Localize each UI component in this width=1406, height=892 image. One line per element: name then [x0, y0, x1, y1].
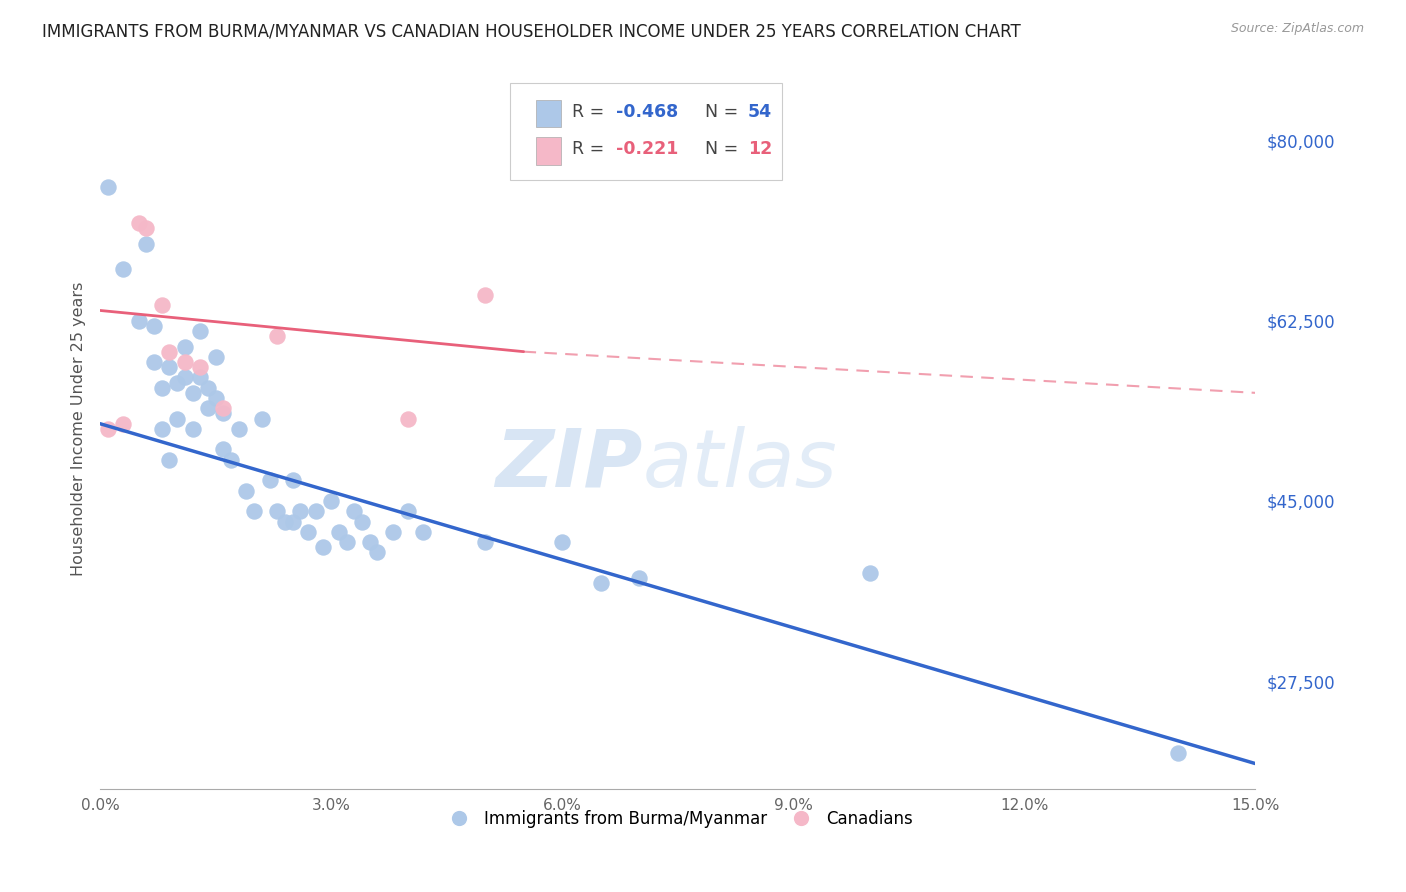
Point — [259, 474, 281, 488]
Point — [212, 442, 235, 457]
Point — [188, 324, 211, 338]
Point — [204, 391, 226, 405]
Point — [589, 576, 612, 591]
Point — [396, 504, 419, 518]
Point — [274, 515, 297, 529]
Point — [188, 360, 211, 375]
Point — [328, 524, 350, 539]
Point — [250, 411, 273, 425]
Point — [235, 483, 257, 498]
Point — [135, 221, 157, 235]
Point — [204, 350, 226, 364]
Point — [281, 515, 304, 529]
Y-axis label: Householder Income Under 25 years: Householder Income Under 25 years — [72, 282, 86, 576]
Point — [219, 452, 242, 467]
Point — [1167, 746, 1189, 760]
Point — [297, 524, 319, 539]
Point — [135, 236, 157, 251]
Point — [474, 535, 496, 549]
Point — [319, 494, 342, 508]
Point — [150, 381, 173, 395]
Text: -0.468: -0.468 — [616, 103, 679, 120]
Point — [150, 298, 173, 312]
Point — [197, 401, 219, 416]
Point — [359, 535, 381, 549]
Point — [366, 545, 388, 559]
Point — [173, 339, 195, 353]
Point — [112, 417, 135, 431]
Point — [128, 314, 150, 328]
Text: atlas: atlas — [643, 425, 838, 504]
Text: N =: N = — [693, 140, 744, 158]
Text: -0.221: -0.221 — [616, 140, 679, 158]
Point — [143, 355, 166, 369]
Point — [243, 504, 266, 518]
Point — [343, 504, 366, 518]
Point — [266, 329, 288, 343]
Point — [128, 216, 150, 230]
Point — [188, 370, 211, 384]
Point — [859, 566, 882, 580]
Point — [290, 504, 312, 518]
FancyBboxPatch shape — [536, 137, 561, 165]
Text: ZIP: ZIP — [495, 425, 643, 504]
Point — [396, 411, 419, 425]
Point — [381, 524, 404, 539]
Point — [181, 422, 204, 436]
Point — [212, 406, 235, 420]
Point — [97, 422, 120, 436]
Point — [173, 370, 195, 384]
Point — [173, 355, 195, 369]
Point — [157, 344, 180, 359]
Point — [266, 504, 288, 518]
Point — [166, 376, 188, 390]
Point — [166, 411, 188, 425]
Point — [157, 452, 180, 467]
Point — [143, 318, 166, 333]
Text: R =: R = — [572, 140, 610, 158]
Point — [197, 381, 219, 395]
Point — [157, 360, 180, 375]
Text: N =: N = — [693, 103, 744, 120]
Point — [335, 535, 357, 549]
Point — [181, 385, 204, 400]
Text: R =: R = — [572, 103, 610, 120]
Point — [412, 524, 434, 539]
Point — [305, 504, 328, 518]
FancyBboxPatch shape — [536, 100, 561, 128]
Legend: Immigrants from Burma/Myanmar, Canadians: Immigrants from Burma/Myanmar, Canadians — [436, 804, 920, 835]
FancyBboxPatch shape — [510, 83, 782, 180]
Text: 54: 54 — [748, 103, 772, 120]
Point — [474, 288, 496, 302]
Text: IMMIGRANTS FROM BURMA/MYANMAR VS CANADIAN HOUSEHOLDER INCOME UNDER 25 YEARS CORR: IMMIGRANTS FROM BURMA/MYANMAR VS CANADIA… — [42, 22, 1021, 40]
Point — [228, 422, 250, 436]
Point — [97, 180, 120, 194]
Point — [281, 474, 304, 488]
Point — [150, 422, 173, 436]
Point — [212, 401, 235, 416]
Point — [112, 262, 135, 277]
Point — [312, 541, 335, 555]
Point — [551, 535, 574, 549]
Text: Source: ZipAtlas.com: Source: ZipAtlas.com — [1230, 22, 1364, 36]
Text: 12: 12 — [748, 140, 772, 158]
Point — [628, 571, 651, 585]
Point — [350, 515, 373, 529]
